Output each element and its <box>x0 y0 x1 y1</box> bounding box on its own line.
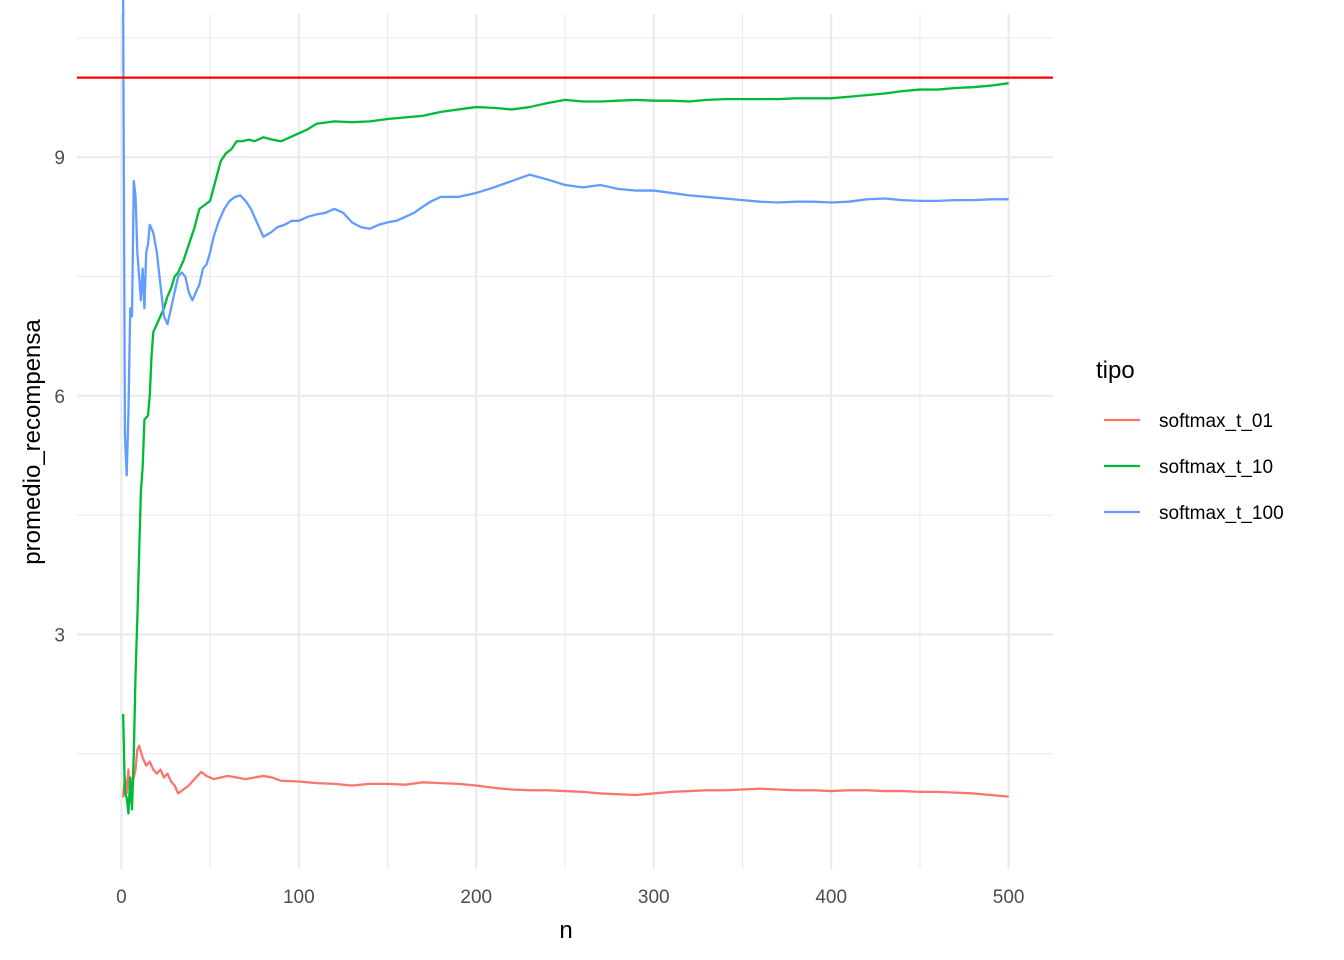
x-tick-label: 200 <box>460 887 492 908</box>
y-tick-label: 3 <box>54 625 65 646</box>
grid <box>77 14 1053 869</box>
series-line-softmax_t_01 <box>121 744 1009 803</box>
x-tick-label: 100 <box>283 887 315 908</box>
series-line-softmax_t_100 <box>121 0 1009 477</box>
series-line-softmax_t_10 <box>121 82 1009 815</box>
legend-label-softmax_t_100: softmax_t_100 <box>1159 503 1284 524</box>
legend: tipo softmax_t_01 softmax_t_10 softmax_t_1… <box>1096 357 1284 524</box>
x-axis-title: n <box>559 917 572 944</box>
tick-labels: 0 100 200 300 400 500 3 6 9 <box>54 148 1024 908</box>
x-tick-label: 300 <box>638 887 670 908</box>
y-tick-label: 9 <box>54 148 65 169</box>
series-lines <box>121 0 1009 815</box>
x-tick-label: 500 <box>993 887 1025 908</box>
legend-title: tipo <box>1096 357 1135 384</box>
y-axis-title: promedio_recompensa <box>19 319 46 565</box>
legend-label-softmax_t_10: softmax_t_10 <box>1159 457 1273 478</box>
legend-label-softmax_t_01: softmax_t_01 <box>1159 411 1273 432</box>
x-tick-label: 400 <box>815 887 847 908</box>
x-tick-label: 0 <box>116 887 127 908</box>
y-tick-label: 6 <box>54 387 65 408</box>
